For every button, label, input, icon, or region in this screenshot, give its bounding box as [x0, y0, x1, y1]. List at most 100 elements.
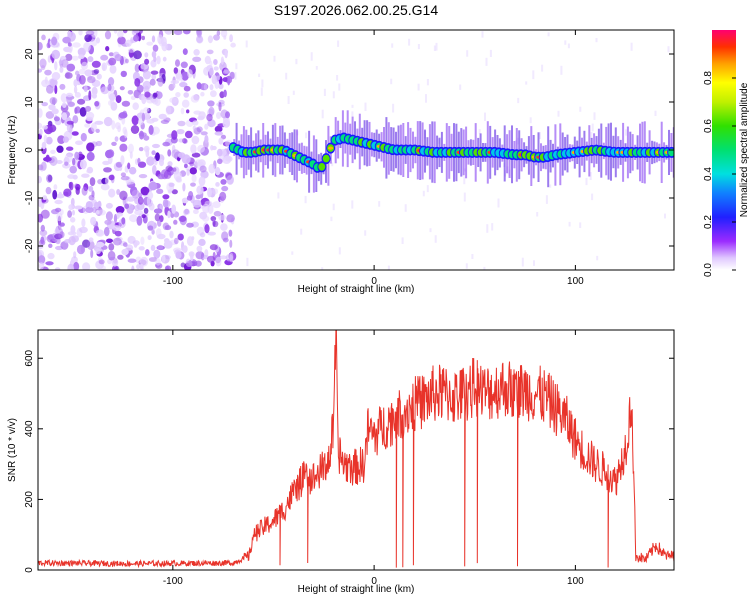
noise-speck: [67, 263, 75, 270]
noise-speck: [212, 188, 219, 195]
noise-speck: [79, 75, 86, 85]
noise-speck: [202, 203, 210, 214]
faint-streak: [351, 200, 354, 209]
noise-speck: [39, 128, 43, 136]
faint-streak: [305, 132, 308, 139]
noise-speck: [116, 189, 121, 195]
noise-speck: [44, 69, 52, 76]
noise-speck: [103, 116, 113, 127]
noise-speck: [73, 85, 78, 94]
noise-speck: [91, 60, 101, 68]
faint-streak: [465, 263, 468, 269]
noise-speck: [193, 209, 199, 215]
faint-streak: [425, 94, 427, 103]
noise-speck: [54, 61, 58, 71]
noise-speck: [173, 219, 178, 225]
noise-speck: [226, 214, 235, 223]
noise-speck: [143, 107, 150, 113]
noise-speck: [67, 210, 72, 218]
faint-streak: [287, 96, 290, 104]
noise-speck: [124, 129, 128, 139]
colorbar-label: Normalized spectral amplitude: [739, 82, 750, 217]
y-tick-label: -10: [24, 190, 35, 205]
noise-speck: [229, 239, 233, 248]
noise-speck: [41, 34, 46, 41]
noise-speck: [138, 174, 148, 179]
faint-streak: [525, 81, 528, 85]
x-tick-label: 0: [371, 576, 377, 587]
noise-speck: [53, 116, 60, 122]
noise-speck: [186, 168, 190, 176]
noise-speck: [184, 163, 188, 169]
noise-speck: [140, 63, 149, 70]
noise-speck: [214, 125, 223, 133]
noise-speck: [212, 201, 221, 209]
noise-speck: [81, 173, 90, 178]
noise-speck: [214, 131, 224, 136]
spectrogram-ylabel: Frequency (Hz): [7, 116, 18, 185]
noise-speck: [64, 72, 73, 79]
faint-streak: [330, 216, 333, 222]
noise-speck: [144, 52, 149, 58]
noise-speck: [117, 254, 124, 260]
noise-speck: [196, 30, 203, 37]
noise-speck: [171, 189, 178, 195]
noise-speck: [77, 47, 86, 57]
noise-speck: [155, 91, 163, 99]
noise-speck: [150, 244, 156, 251]
colorbar-tick-label: 0.2: [703, 215, 714, 229]
noise-speck: [192, 56, 202, 62]
noise-speck: [191, 174, 197, 183]
noise-speck: [212, 220, 219, 228]
faint-streak: [246, 257, 249, 267]
noise-speck: [95, 241, 105, 248]
noise-speck: [141, 94, 147, 105]
noise-speck: [230, 42, 236, 48]
faint-streak: [591, 193, 594, 201]
noise-speck: [146, 98, 155, 104]
noise-speck: [198, 176, 206, 187]
noise-speck: [151, 150, 156, 156]
noise-speck: [191, 135, 200, 145]
noise-speck: [175, 59, 180, 67]
noise-speck: [59, 83, 66, 90]
noise-speck: [95, 229, 105, 237]
y-tick-label: 600: [24, 349, 35, 366]
noise-speck: [42, 125, 48, 130]
noise-speck: [93, 69, 100, 74]
noise-speck: [44, 76, 48, 85]
noise-speck: [112, 265, 118, 270]
noise-speck: [152, 165, 157, 175]
noise-speck: [61, 112, 68, 121]
noise-speck: [177, 120, 186, 127]
noise-speck: [107, 83, 112, 92]
noise-speck: [125, 244, 134, 251]
noise-speck: [112, 237, 122, 246]
noise-speck: [72, 115, 79, 124]
faint-streak: [332, 91, 335, 99]
faint-streak: [434, 235, 437, 243]
noise-speck: [223, 35, 227, 40]
faint-streak: [417, 83, 420, 91]
noise-speck: [88, 202, 93, 209]
noise-speck: [105, 149, 113, 159]
noise-speck: [153, 249, 161, 259]
noise-speck: [74, 106, 81, 114]
noise-speck: [60, 93, 68, 103]
noise-speck: [180, 107, 185, 115]
noise-speck: [96, 73, 102, 80]
noise-speck: [111, 120, 116, 130]
noise-speck: [188, 191, 194, 199]
noise-speck: [196, 245, 203, 252]
noise-speck: [117, 125, 121, 133]
noise-speck: [48, 104, 56, 111]
noise-speck: [75, 186, 80, 195]
noise-speck: [78, 68, 86, 75]
noise-speck: [193, 49, 200, 56]
noise-speck: [71, 131, 79, 136]
noise-speck: [163, 170, 172, 180]
noise-speck: [214, 79, 220, 89]
